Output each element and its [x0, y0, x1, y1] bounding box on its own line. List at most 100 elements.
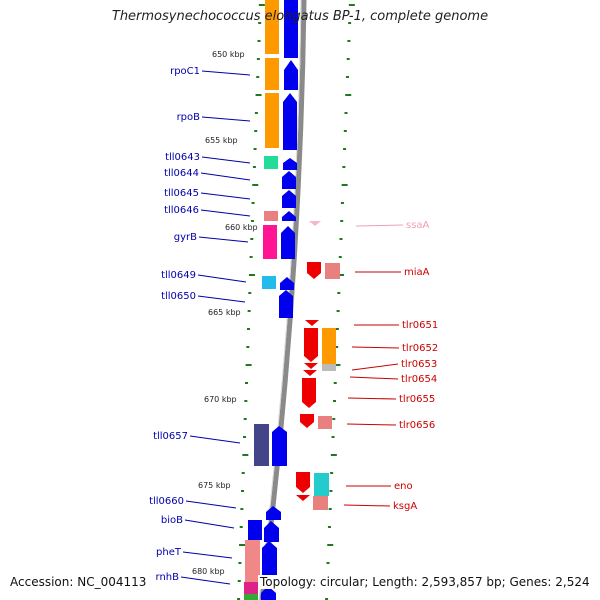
leader-line	[201, 156, 251, 164]
right-gene-arrows	[296, 221, 321, 501]
topology-text: Topology: circular; Length: 2,593,857 bp…	[258, 575, 592, 589]
gene-arrow	[272, 426, 287, 466]
gene-label-tll0643: tll0643	[165, 152, 200, 163]
leader-line	[180, 576, 231, 585]
tick-mark	[246, 328, 250, 330]
tick-mark	[346, 58, 350, 60]
tick-mark	[333, 400, 336, 402]
gene-label-bioB: bioB	[161, 515, 183, 526]
scale-mark-label: 665 kbp	[208, 308, 241, 317]
tick-mark	[348, 22, 352, 24]
leader-line	[351, 363, 399, 371]
tick-mark	[244, 400, 248, 402]
gene-arrow	[279, 290, 293, 318]
gene-label-tlr0656: tlr0656	[399, 420, 435, 431]
category-box	[322, 364, 336, 371]
accession-text: Accession: NC_004113	[8, 575, 149, 589]
gene-arrow	[296, 495, 310, 501]
category-box	[325, 263, 340, 279]
gene-label-rpoC1: rpoC1	[170, 66, 200, 77]
leader-line	[197, 295, 246, 303]
tick-mark	[237, 598, 241, 600]
gene-label-tll0645: tll0645	[164, 188, 199, 199]
tick-mark	[343, 148, 347, 150]
tick-mark	[242, 454, 249, 456]
tick-mark	[248, 274, 255, 276]
left-gene-arrows	[261, 0, 298, 600]
category-box	[322, 328, 336, 364]
tick-mark	[329, 490, 333, 492]
tick-mark	[256, 58, 260, 60]
tick-mark	[247, 310, 251, 312]
tick-mark	[243, 418, 247, 420]
gene-label-tll0660: tll0660	[149, 496, 184, 507]
gene-label-tll0646: tll0646	[164, 205, 199, 216]
scale-mark-label: 675 kbp	[198, 481, 231, 490]
leader-line	[189, 435, 241, 444]
tick-mark	[243, 436, 247, 438]
gene-arrow	[283, 93, 297, 150]
right-category-boxes	[313, 263, 340, 510]
category-box	[248, 520, 262, 540]
gene-arrow	[281, 226, 295, 259]
leader-line	[347, 397, 397, 400]
gene-label-pheT: pheT	[156, 547, 182, 558]
gene-arrow	[282, 190, 296, 208]
leader-line	[200, 209, 251, 217]
tick-marks	[237, 4, 355, 600]
category-box	[265, 93, 279, 148]
gene-arrow	[303, 370, 317, 376]
category-box	[318, 416, 332, 429]
gene-arrow	[282, 171, 296, 189]
tick-mark	[333, 382, 337, 384]
gene-label-tlr0652: tlr0652	[402, 343, 438, 354]
category-box	[254, 424, 269, 466]
leader-line	[197, 274, 247, 283]
tick-mark	[330, 454, 337, 456]
leader-line	[351, 346, 400, 349]
leader-line	[182, 551, 233, 559]
tick-mark	[328, 508, 332, 510]
gene-arrow	[307, 262, 321, 279]
tick-mark	[237, 580, 241, 582]
tick-mark	[257, 40, 261, 42]
tick-mark	[252, 184, 259, 186]
tick-mark	[239, 544, 246, 546]
tick-mark	[239, 526, 243, 528]
tick-mark	[332, 418, 336, 420]
tick-mark	[241, 490, 245, 492]
category-box	[313, 496, 328, 510]
category-box	[265, 58, 279, 90]
tick-mark	[256, 76, 260, 78]
leader-line	[198, 236, 249, 243]
tick-mark	[251, 202, 255, 204]
category-box	[264, 156, 278, 169]
gene-arrow	[302, 378, 316, 408]
gene-label-tll0657: tll0657	[153, 431, 188, 442]
gene-label-ksgA: ksgA	[393, 501, 417, 512]
scale-marks: 650 kbp 655 kbp 660 kbp 665 kbp 670 kbp 675 k…	[192, 50, 258, 576]
category-box	[262, 276, 276, 289]
tick-mark	[248, 292, 252, 294]
gene-label-rpoB: rpoB	[177, 112, 201, 123]
scale-mark-label: 650 kbp	[212, 50, 245, 59]
tick-mark	[340, 220, 344, 222]
tick-mark	[253, 148, 257, 150]
tick-mark	[249, 256, 253, 258]
tick-mark	[250, 238, 254, 240]
gene-arrow	[284, 60, 298, 90]
category-box	[264, 211, 278, 221]
tick-mark	[244, 382, 248, 384]
gene-arrow	[296, 472, 310, 493]
gene-arrow	[304, 328, 318, 362]
leader-line	[349, 376, 399, 380]
tick-mark	[347, 40, 351, 42]
tick-mark	[338, 256, 342, 258]
tick-mark	[335, 346, 339, 348]
gene-label-miaA: miaA	[404, 267, 430, 278]
tick-mark	[326, 562, 330, 564]
leader-line	[200, 172, 251, 181]
tick-mark	[340, 202, 344, 204]
gene-arrow	[300, 414, 314, 428]
leader-line	[355, 224, 404, 227]
